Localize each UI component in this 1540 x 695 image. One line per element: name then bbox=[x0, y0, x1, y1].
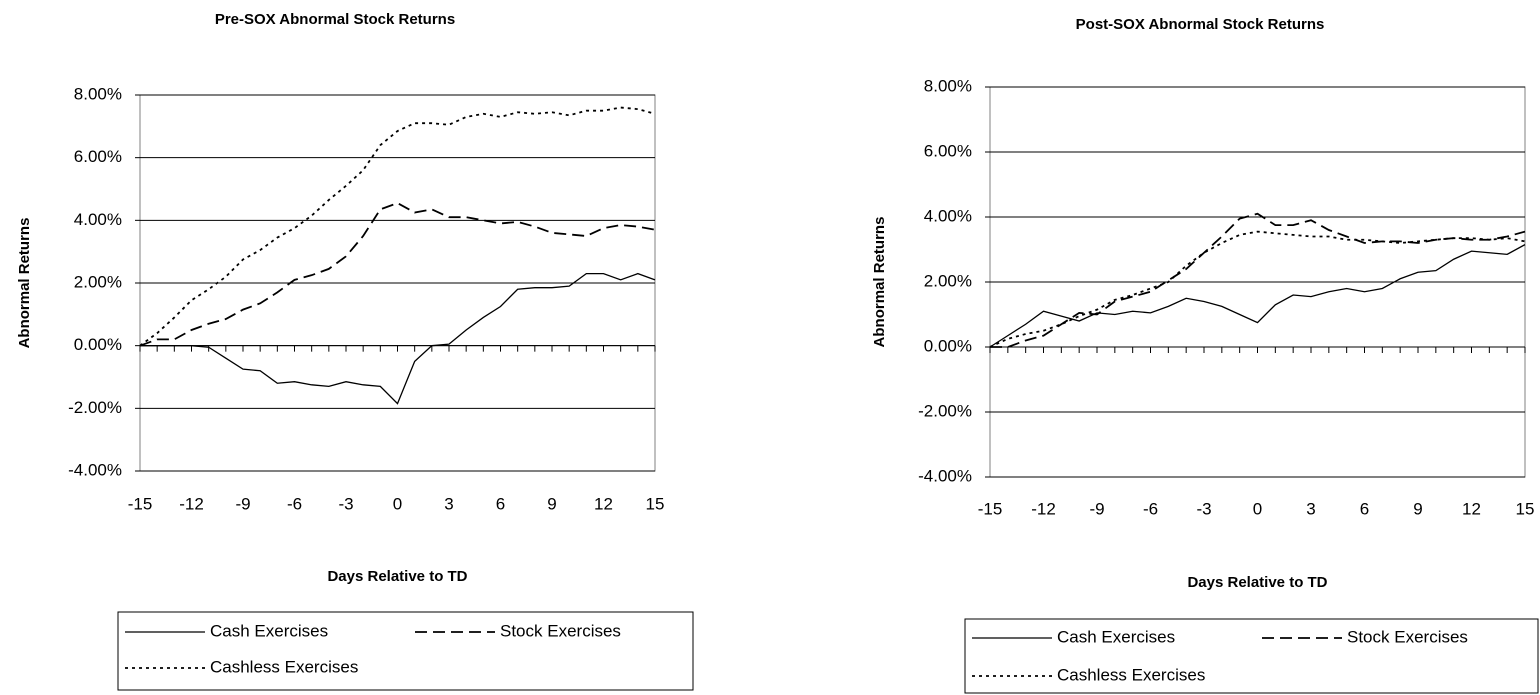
x-tick-label: -3 bbox=[338, 494, 353, 513]
x-tick-label: -12 bbox=[1031, 499, 1056, 518]
x-tick-label: 12 bbox=[594, 494, 613, 513]
y-tick-label: 4.00% bbox=[924, 206, 972, 225]
x-tick-label: 9 bbox=[1413, 499, 1422, 518]
y-tick-label: 2.00% bbox=[74, 272, 122, 291]
y-tick-label: 8.00% bbox=[74, 84, 122, 103]
x-tick-label: 0 bbox=[1253, 499, 1262, 518]
legend-box bbox=[117, 611, 694, 691]
x-tick-label: -15 bbox=[128, 494, 153, 513]
chart-title: Pre-SOX Abnormal Stock Returns bbox=[215, 11, 455, 28]
x-tick-label: -6 bbox=[287, 494, 302, 513]
y-tick-label: 6.00% bbox=[74, 147, 122, 166]
legend-label: Cash Exercises bbox=[1057, 627, 1175, 646]
legend-label: Cashless Exercises bbox=[1057, 665, 1205, 684]
y-tick-label: -2.00% bbox=[68, 398, 122, 417]
legend-label: Stock Exercises bbox=[1347, 627, 1468, 646]
series-line bbox=[989, 230, 1526, 348]
x-tick-label: -9 bbox=[235, 494, 250, 513]
y-tick-label: 0.00% bbox=[74, 335, 122, 354]
y-tick-label: -2.00% bbox=[918, 401, 972, 420]
legend-box bbox=[964, 618, 1539, 694]
x-tick-label: -6 bbox=[1143, 499, 1158, 518]
x-axis-title: Days Relative to TD bbox=[1187, 574, 1327, 591]
series-line bbox=[139, 106, 656, 347]
series-line bbox=[989, 244, 1526, 348]
x-axis-title: Days Relative to TD bbox=[327, 568, 467, 585]
x-tick-label: -9 bbox=[1089, 499, 1104, 518]
legend-label: Cash Exercises bbox=[210, 621, 328, 640]
x-tick-label: 3 bbox=[444, 494, 453, 513]
x-tick-label: -15 bbox=[978, 499, 1003, 518]
y-tick-label: 2.00% bbox=[924, 271, 972, 290]
x-tick-label: 3 bbox=[1306, 499, 1315, 518]
x-tick-label: -12 bbox=[179, 494, 204, 513]
y-axis-title: Abnormal Returns bbox=[871, 217, 888, 348]
y-tick-label: 4.00% bbox=[74, 210, 122, 229]
chart-title: Post-SOX Abnormal Stock Returns bbox=[1076, 16, 1325, 33]
x-tick-label: 6 bbox=[1360, 499, 1369, 518]
series-line bbox=[139, 202, 656, 347]
x-tick-label: 0 bbox=[393, 494, 402, 513]
series-line bbox=[990, 212, 1526, 348]
x-tick-label: 9 bbox=[547, 494, 556, 513]
legend-label: Stock Exercises bbox=[500, 621, 621, 640]
x-tick-label: -3 bbox=[1196, 499, 1211, 518]
y-axis-title: Abnormal Returns bbox=[16, 218, 33, 349]
legend-label: Cashless Exercises bbox=[210, 657, 358, 676]
y-tick-label: 8.00% bbox=[924, 76, 972, 95]
y-tick-label: -4.00% bbox=[918, 466, 972, 485]
y-tick-label: -4.00% bbox=[68, 460, 122, 479]
series-line bbox=[140, 272, 656, 405]
y-tick-label: 6.00% bbox=[924, 141, 972, 160]
y-tick-label: 0.00% bbox=[924, 336, 972, 355]
x-tick-label: 15 bbox=[1516, 499, 1535, 518]
x-tick-label: 15 bbox=[646, 494, 665, 513]
x-tick-label: 6 bbox=[496, 494, 505, 513]
x-tick-label: 12 bbox=[1462, 499, 1481, 518]
